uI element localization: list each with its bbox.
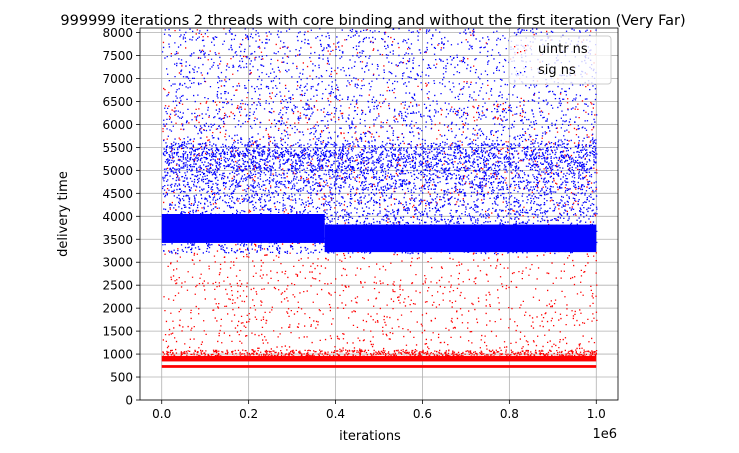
scatter-points	[161, 207, 598, 255]
y-tick-label: 7500	[102, 49, 133, 63]
series-sig	[161, 28, 598, 255]
legend-marker-uintr	[517, 52, 519, 54]
legend-marker-uintr	[520, 51, 522, 53]
legend-box	[508, 35, 612, 85]
x-axis-ticks: 0.0 0.2 0.4 0.6 0.8 1.0	[152, 400, 606, 421]
legend-marker-sig	[525, 66, 527, 68]
legend-marker-uintr	[525, 45, 527, 47]
scatter-points	[162, 142, 598, 172]
scatter-points	[162, 188, 598, 209]
plot-marks	[161, 28, 598, 368]
series-uintr	[161, 28, 598, 368]
legend-marker-sig	[524, 71, 526, 73]
y-tick-label: 5000	[102, 164, 133, 178]
plot-frame	[139, 27, 619, 401]
legend: uintr ns sig ns	[508, 35, 612, 85]
y-tick-label: 2500	[102, 279, 133, 293]
x-axis-offset-label: 1e6	[592, 427, 617, 442]
y-tick-label: 0	[125, 394, 133, 408]
y-tick-label: 500	[110, 371, 133, 385]
chart-title: 999999 iterations 2 threads with core bi…	[60, 13, 685, 29]
y-tick-label: 3000	[102, 256, 133, 270]
legend-marker-uintr	[514, 46, 516, 48]
y-tick-label: 1000	[102, 348, 133, 362]
y-tick-label: 2000	[102, 302, 133, 316]
y-tick-label: 4500	[102, 187, 133, 201]
legend-label-uintr: uintr ns	[538, 42, 588, 57]
scatter-points	[161, 170, 597, 190]
y-tick-label: 3500	[102, 233, 133, 247]
scatter-points	[162, 349, 598, 358]
y-tick-label: 8000	[102, 26, 133, 40]
x-tick-label: 1.0	[587, 407, 606, 421]
dense-band	[161, 365, 597, 368]
x-axis-label: iterations	[339, 429, 401, 444]
dense-band	[324, 224, 597, 253]
scatter-points	[161, 28, 597, 99]
scatter-points	[163, 96, 598, 145]
y-axis-label: delivery time	[56, 171, 71, 257]
y-tick-label: 4000	[102, 210, 133, 224]
x-tick-label: 0.4	[326, 407, 345, 421]
y-tick-label: 6000	[102, 118, 133, 132]
x-tick-label: 0.6	[413, 407, 432, 421]
y-axis-ticks: 0 500 1000 1500 2000 2500 3000 3500 4000 4500 5000…	[102, 26, 140, 408]
y-tick-label: 5500	[102, 141, 133, 155]
legend-label-sig: sig ns	[538, 63, 576, 78]
legend-marker-sig	[514, 67, 516, 69]
legend-marker-sig	[517, 73, 519, 75]
y-tick-label: 6500	[102, 95, 133, 109]
y-tick-label: 7000	[102, 72, 133, 86]
x-tick-label: 0.8	[500, 407, 519, 421]
scatter-points	[162, 248, 598, 351]
x-tick-label: 0.2	[239, 407, 258, 421]
y-tick-label: 1500	[102, 325, 133, 339]
x-tick-label: 0.0	[152, 407, 171, 421]
legend-marker-uintr	[524, 50, 526, 52]
dense-band	[161, 355, 597, 362]
legend-marker-sig	[520, 72, 522, 74]
